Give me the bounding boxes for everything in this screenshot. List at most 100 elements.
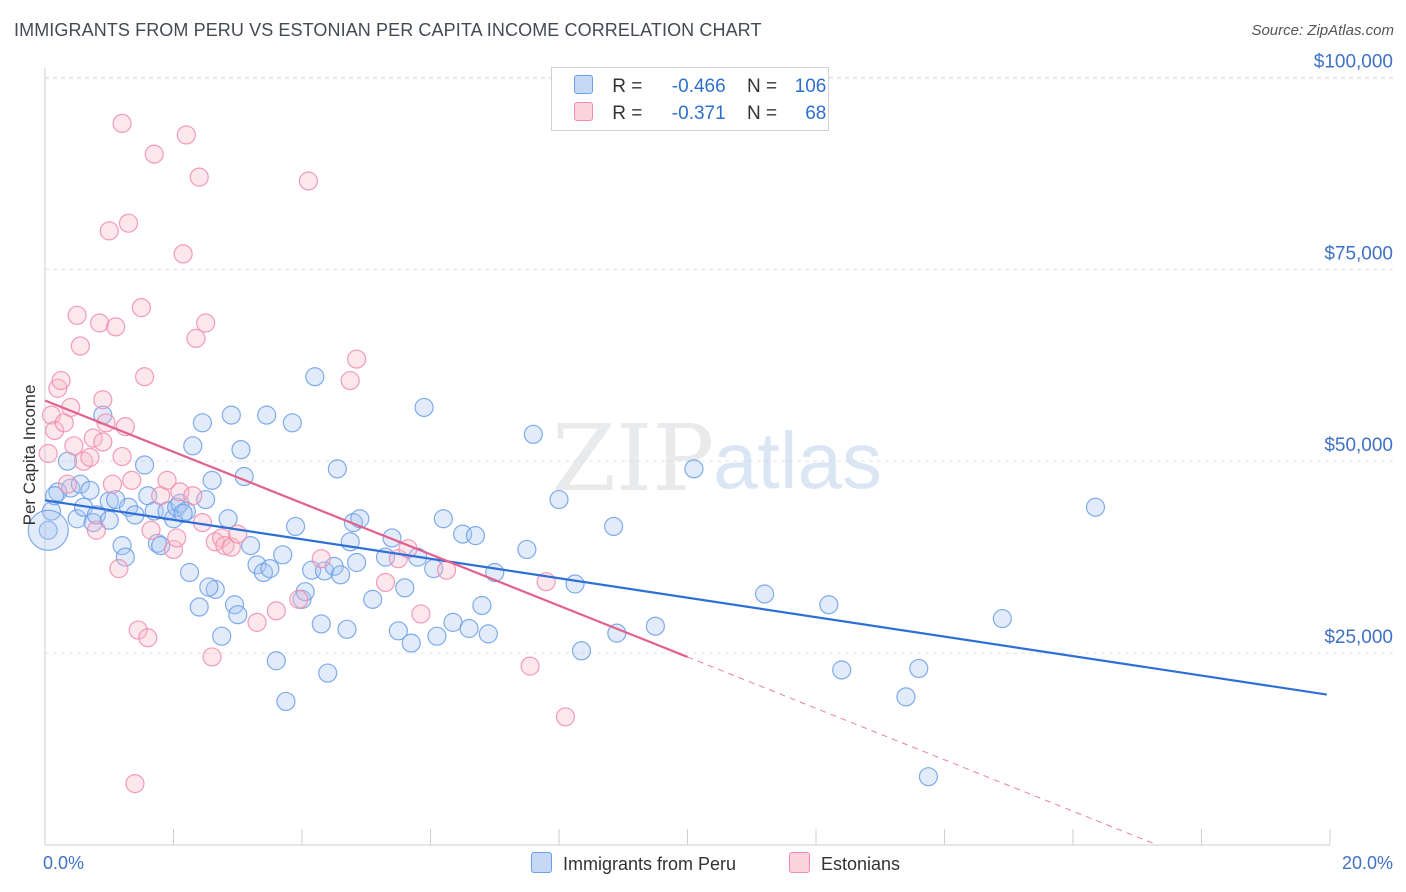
point-estonians bbox=[38, 443, 58, 464]
point-estonians bbox=[189, 167, 209, 187]
legend-n-label: N = bbox=[746, 103, 778, 124]
point-peru bbox=[67, 509, 87, 529]
point-estonians bbox=[163, 539, 184, 560]
point-peru bbox=[459, 618, 479, 639]
point-peru bbox=[247, 555, 267, 575]
x-tick-label-min: 0.0% bbox=[43, 853, 84, 873]
watermark-zip: ZIP bbox=[552, 405, 714, 512]
point-estonians bbox=[128, 620, 148, 640]
point-estonians bbox=[266, 601, 286, 621]
point-peru bbox=[266, 651, 286, 671]
point-estonians bbox=[247, 612, 267, 632]
point-peru bbox=[427, 626, 447, 646]
y-tick-label: $25,000 bbox=[1324, 627, 1393, 648]
point-peru bbox=[83, 512, 103, 533]
point-estonians bbox=[67, 305, 87, 325]
point-peru bbox=[311, 614, 331, 634]
y-axis-label: Per Capita Income bbox=[20, 385, 39, 526]
point-peru bbox=[327, 459, 347, 479]
trend-lines bbox=[44, 399, 1327, 846]
legend-row-peru: R = -0.466 N = 106 bbox=[574, 74, 826, 100]
point-peru bbox=[318, 663, 338, 683]
point-peru bbox=[909, 658, 929, 679]
point-estonians bbox=[340, 370, 360, 391]
point-peru bbox=[99, 510, 119, 530]
point-peru bbox=[523, 424, 543, 444]
point-peru bbox=[992, 608, 1012, 629]
axes bbox=[44, 68, 1331, 846]
point-peru bbox=[282, 413, 302, 433]
point-peru bbox=[179, 562, 200, 583]
legend-r-value: -0.466 bbox=[671, 76, 726, 97]
stats-legend: R = -0.466 N = 106 R = -0.371 N = 68 bbox=[551, 67, 829, 131]
point-estonians bbox=[80, 447, 100, 467]
point-estonians bbox=[520, 656, 540, 676]
point-peru bbox=[388, 621, 408, 641]
point-peru bbox=[832, 660, 852, 680]
point-peru bbox=[285, 516, 306, 537]
trend-line-estonians-extension bbox=[687, 656, 1158, 846]
point-peru bbox=[472, 595, 492, 616]
point-peru bbox=[549, 489, 569, 510]
point-estonians bbox=[173, 244, 193, 264]
point-peru bbox=[485, 562, 505, 583]
point-estonians bbox=[167, 528, 187, 548]
y-tick-label: $50,000 bbox=[1324, 435, 1393, 456]
point-estonians bbox=[125, 773, 145, 794]
point-peru bbox=[112, 536, 132, 556]
point-peru bbox=[228, 605, 248, 625]
legend-label-estonians: Estonians bbox=[821, 854, 901, 874]
point-estonians bbox=[112, 446, 132, 467]
point-estonians bbox=[83, 428, 103, 448]
point-estonians bbox=[70, 336, 90, 356]
point-estonians bbox=[170, 482, 190, 502]
point-estonians bbox=[298, 171, 319, 191]
point-estonians bbox=[289, 589, 309, 609]
legend-r-value: -0.371 bbox=[671, 103, 726, 124]
point-estonians bbox=[112, 113, 132, 134]
point-peru bbox=[218, 509, 238, 529]
point-estonians bbox=[311, 549, 331, 569]
point-peru bbox=[896, 687, 916, 707]
point-estonians bbox=[102, 474, 123, 494]
point-estonians bbox=[131, 298, 151, 318]
trend-line-estonians bbox=[44, 399, 688, 658]
point-estonians bbox=[134, 367, 155, 387]
legend-item-estonians[interactable]: Estonians bbox=[789, 852, 900, 876]
legend-r-label: R = bbox=[612, 76, 643, 97]
source-note: Source: ZipAtlas.com bbox=[1251, 22, 1394, 39]
point-estonians bbox=[45, 420, 65, 441]
point-peru bbox=[241, 536, 261, 556]
legend-item-peru[interactable]: Immigrants from Peru bbox=[531, 852, 736, 876]
point-peru bbox=[330, 565, 351, 585]
point-peru bbox=[192, 413, 213, 433]
point-estonians bbox=[99, 221, 119, 241]
point-estonians bbox=[196, 313, 216, 333]
point-peru bbox=[27, 509, 69, 551]
point-peru bbox=[295, 582, 315, 602]
chart-title: IMMIGRANTS FROM PERU VS ESTONIAN PER CAP… bbox=[14, 20, 762, 40]
legend-n-value: 68 bbox=[805, 103, 827, 124]
point-estonians bbox=[202, 647, 222, 667]
point-estonians bbox=[118, 213, 139, 233]
point-peru bbox=[414, 397, 434, 418]
point-peru bbox=[173, 503, 193, 523]
point-peru bbox=[183, 436, 203, 456]
point-peru bbox=[276, 691, 296, 712]
point-estonians bbox=[122, 470, 142, 490]
point-estonians bbox=[106, 317, 126, 337]
point-peru bbox=[151, 536, 171, 556]
point-peru bbox=[212, 626, 232, 646]
legend-swatch-peru bbox=[531, 852, 552, 873]
point-peru bbox=[401, 633, 421, 653]
point-peru bbox=[465, 526, 486, 546]
point-peru bbox=[565, 574, 585, 594]
y-tick-label: $100,000 bbox=[1314, 51, 1393, 72]
point-peru bbox=[604, 516, 624, 537]
point-peru bbox=[918, 767, 939, 787]
point-estonians bbox=[157, 470, 177, 490]
y-tick-labels: $25,000 $50,000 $75,000 $100,000 bbox=[1314, 51, 1393, 648]
point-estonians bbox=[215, 536, 235, 556]
watermark: ZIP atlas bbox=[552, 405, 882, 512]
point-peru bbox=[115, 547, 135, 567]
